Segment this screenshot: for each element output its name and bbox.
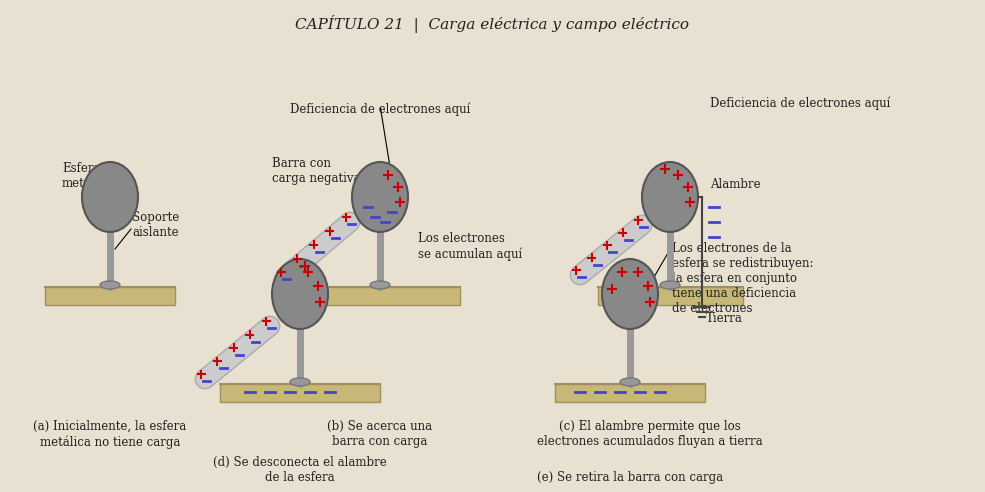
Ellipse shape [370,281,390,289]
Text: (c) El alambre permite que los
electrones acumulados fluyan a tierra: (c) El alambre permite que los electrone… [537,420,762,448]
Ellipse shape [660,281,680,289]
FancyBboxPatch shape [555,384,705,402]
Ellipse shape [82,162,138,232]
Text: Deficiencia de electrones aquí: Deficiencia de electrones aquí [710,97,890,111]
FancyBboxPatch shape [45,287,175,305]
FancyBboxPatch shape [300,287,460,305]
FancyBboxPatch shape [598,287,743,305]
Ellipse shape [642,162,698,232]
Ellipse shape [100,281,120,289]
Ellipse shape [272,259,328,329]
Text: (b) Se acerca una
barra con carga: (b) Se acerca una barra con carga [327,420,432,448]
Text: CAPÍTULO 21  |  Carga eléctrica y campo eléctrico: CAPÍTULO 21 | Carga eléctrica y campo el… [295,15,689,33]
Text: Tierra: Tierra [706,312,743,325]
Ellipse shape [620,378,640,386]
Text: Los electrones de la
esfera se redistribuyen:
la esfera en conjunto
tiene una de: Los electrones de la esfera se redistrib… [672,242,814,315]
Text: (d) Se desconecta el alambre
de la esfera: (d) Se desconecta el alambre de la esfer… [213,456,387,484]
Text: Esfera
metálica: Esfera metálica [62,162,113,190]
Text: Barra con
carga negativa: Barra con carga negativa [272,157,361,185]
Ellipse shape [352,162,408,232]
Text: Los electrones
se acumulan aquí: Los electrones se acumulan aquí [418,232,522,261]
Text: (e) Se retira la barra con carga: (e) Se retira la barra con carga [537,471,723,484]
FancyBboxPatch shape [220,384,380,402]
Ellipse shape [290,378,310,386]
Text: Alambre: Alambre [710,179,760,191]
Text: (a) Inicialmente, la esfera
metálica no tiene carga: (a) Inicialmente, la esfera metálica no … [33,420,186,449]
Text: Deficiencia de electrones aquí: Deficiencia de electrones aquí [290,102,470,116]
Ellipse shape [602,259,658,329]
Text: Soporte
aislante: Soporte aislante [132,211,179,239]
